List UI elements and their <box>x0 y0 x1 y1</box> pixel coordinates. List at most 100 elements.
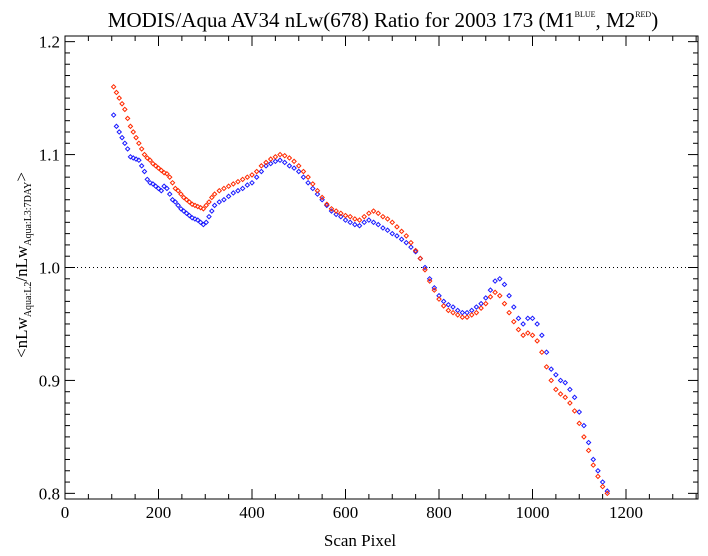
data-point <box>389 230 396 237</box>
data-point <box>468 307 475 314</box>
data-point <box>347 213 353 220</box>
data-point <box>440 303 447 309</box>
data-point <box>454 312 461 318</box>
data-point <box>595 473 601 480</box>
data-point <box>590 462 597 468</box>
data-point <box>366 210 372 217</box>
data-point <box>281 159 288 166</box>
data-point <box>305 174 311 180</box>
data-point <box>155 165 162 171</box>
data-point <box>361 213 368 220</box>
data-point <box>487 294 494 300</box>
data-point <box>178 191 184 197</box>
data-point <box>291 165 297 171</box>
data-point <box>253 168 260 175</box>
data-point <box>158 187 165 194</box>
data-point <box>152 163 159 169</box>
y-tick-label: 0.8 <box>39 484 60 503</box>
data-point <box>394 224 400 230</box>
data-point <box>515 315 522 322</box>
data-point <box>361 219 368 226</box>
data-point <box>525 330 531 336</box>
data-point <box>468 312 475 318</box>
data-point <box>130 155 137 161</box>
data-point <box>180 194 187 201</box>
data-point <box>496 292 503 299</box>
data-point <box>150 181 156 187</box>
data-point <box>436 296 442 302</box>
data-point <box>305 179 311 186</box>
data-point <box>342 212 349 219</box>
data-point <box>445 307 452 314</box>
data-point <box>389 219 396 226</box>
data-point <box>175 202 181 209</box>
x-axis-ticks: 0 200 400 600 800 1000 1200 <box>61 36 697 522</box>
data-point <box>590 456 597 463</box>
data-point <box>203 219 209 226</box>
data-point <box>141 168 148 175</box>
data-point <box>604 490 611 497</box>
series-1 <box>110 112 611 494</box>
data-point <box>515 326 522 333</box>
data-point <box>281 152 288 159</box>
data-point <box>487 287 494 293</box>
data-point <box>239 185 246 192</box>
data-point <box>576 420 583 427</box>
data-point <box>553 386 559 393</box>
data-point <box>122 140 128 147</box>
data-point <box>186 199 193 205</box>
x-tick-label: 1000 <box>516 503 550 522</box>
data-point <box>286 155 293 161</box>
data-point <box>567 400 573 406</box>
data-point <box>127 123 134 130</box>
data-point <box>235 187 241 194</box>
data-point <box>496 275 503 282</box>
data-point <box>557 391 564 397</box>
chart-title-sup-red: RED <box>635 10 651 19</box>
data-point <box>539 349 545 356</box>
data-point <box>235 178 241 185</box>
data-point <box>426 278 433 284</box>
data-point <box>384 216 391 222</box>
data-point <box>510 318 517 325</box>
data-point <box>380 225 386 231</box>
data-point <box>186 212 193 219</box>
data-point <box>152 183 159 189</box>
data-point <box>122 106 128 113</box>
data-point <box>124 146 131 152</box>
data-point <box>166 174 173 180</box>
data-point <box>501 281 508 288</box>
data-point <box>431 285 438 291</box>
data-point <box>543 349 550 356</box>
data-point <box>338 213 344 220</box>
data-point <box>239 176 246 183</box>
chart-title-sep: , M2 <box>596 8 636 32</box>
data-point <box>338 210 344 217</box>
data-point <box>130 129 137 135</box>
data-point <box>356 217 363 223</box>
data-point <box>183 196 190 203</box>
data-point <box>133 156 139 162</box>
data-point <box>599 483 606 490</box>
data-point <box>408 244 414 250</box>
data-point <box>203 202 209 209</box>
data-point <box>197 204 204 211</box>
data-point <box>208 208 215 214</box>
data-point <box>478 300 484 307</box>
data-point <box>342 217 349 223</box>
data-point <box>138 163 145 169</box>
data-point <box>473 309 480 316</box>
data-point <box>291 158 297 165</box>
data-point <box>211 191 218 197</box>
data-point <box>295 163 302 169</box>
data-point <box>398 236 405 243</box>
data-point <box>571 408 578 414</box>
data-point <box>445 301 452 308</box>
data-point <box>333 211 339 218</box>
data-point <box>263 159 269 166</box>
data-point <box>216 187 223 194</box>
data-point <box>314 187 321 194</box>
data-point <box>175 187 181 194</box>
data-point <box>249 179 255 186</box>
data-point <box>450 304 456 310</box>
